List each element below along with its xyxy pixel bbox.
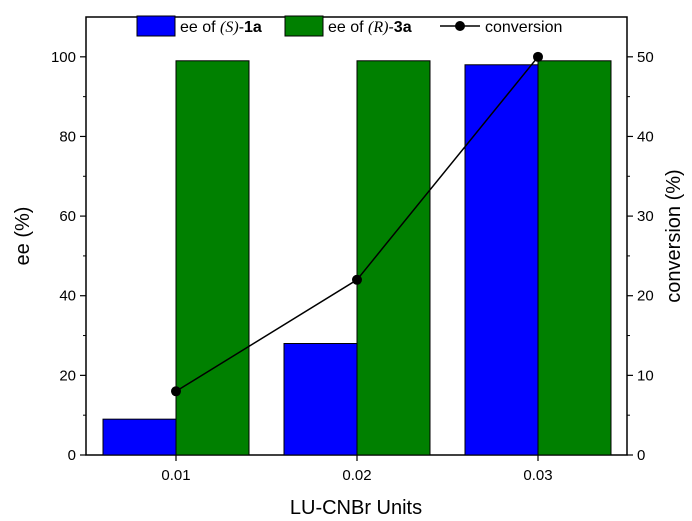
legend-swatch-s1a [136, 15, 176, 37]
left-y-tick-label: 20 [59, 367, 76, 384]
legend-label-s1a: ee of (S)-1a [180, 19, 262, 36]
left-y-axis-title: ee (%) [12, 207, 34, 266]
right-y-tick-label: 20 [637, 288, 654, 305]
right-y-tick-label: 0 [637, 447, 645, 464]
right-y-tick-label: 10 [637, 367, 654, 384]
conversion-point-0.02 [352, 274, 362, 285]
right-y-tick-label: 50 [637, 49, 654, 66]
conversion-point-0.01 [171, 386, 181, 397]
legend-swatch-r3a [284, 15, 324, 37]
legend: ee of (S)-1a ee of (R)-3a conversion [136, 15, 562, 37]
conversion-line-layer [171, 51, 543, 397]
bar-r3a-0.03 [537, 60, 612, 456]
x-tick-label: 0.03 [523, 467, 552, 484]
bar-layer [102, 60, 612, 456]
bar-s1a-0.01 [102, 418, 177, 456]
axes-layer: 0 20 40 60 80 100 0 10 20 30 40 50 0.01 0.02 0.03 [51, 49, 654, 484]
left-y-tick-label: 60 [59, 208, 76, 225]
bar-r3a-0.01 [175, 60, 250, 456]
x-tick-label: 0.02 [342, 467, 371, 484]
legend-marker-conversion [455, 21, 465, 31]
legend-label-conversion: conversion [485, 19, 562, 36]
left-y-tick-label: 100 [51, 49, 76, 66]
x-tick-label: 0.01 [161, 467, 190, 484]
bar-s1a-0.02 [283, 343, 358, 456]
right-y-axis-title: conversion (%) [663, 169, 685, 302]
legend-label-r3a: ee of (R)-3a [328, 19, 412, 36]
left-y-tick-label: 80 [59, 128, 76, 145]
bar-s1a-0.03 [464, 64, 539, 456]
x-axis-title: LU-CNBr Units [290, 497, 422, 519]
bar-r3a-0.02 [356, 60, 431, 456]
right-y-tick-label: 30 [637, 208, 654, 225]
right-y-tick-label: 40 [637, 128, 654, 145]
left-y-tick-label: 0 [68, 447, 76, 464]
left-y-tick-label: 40 [59, 288, 76, 305]
conversion-point-0.03 [533, 51, 543, 62]
